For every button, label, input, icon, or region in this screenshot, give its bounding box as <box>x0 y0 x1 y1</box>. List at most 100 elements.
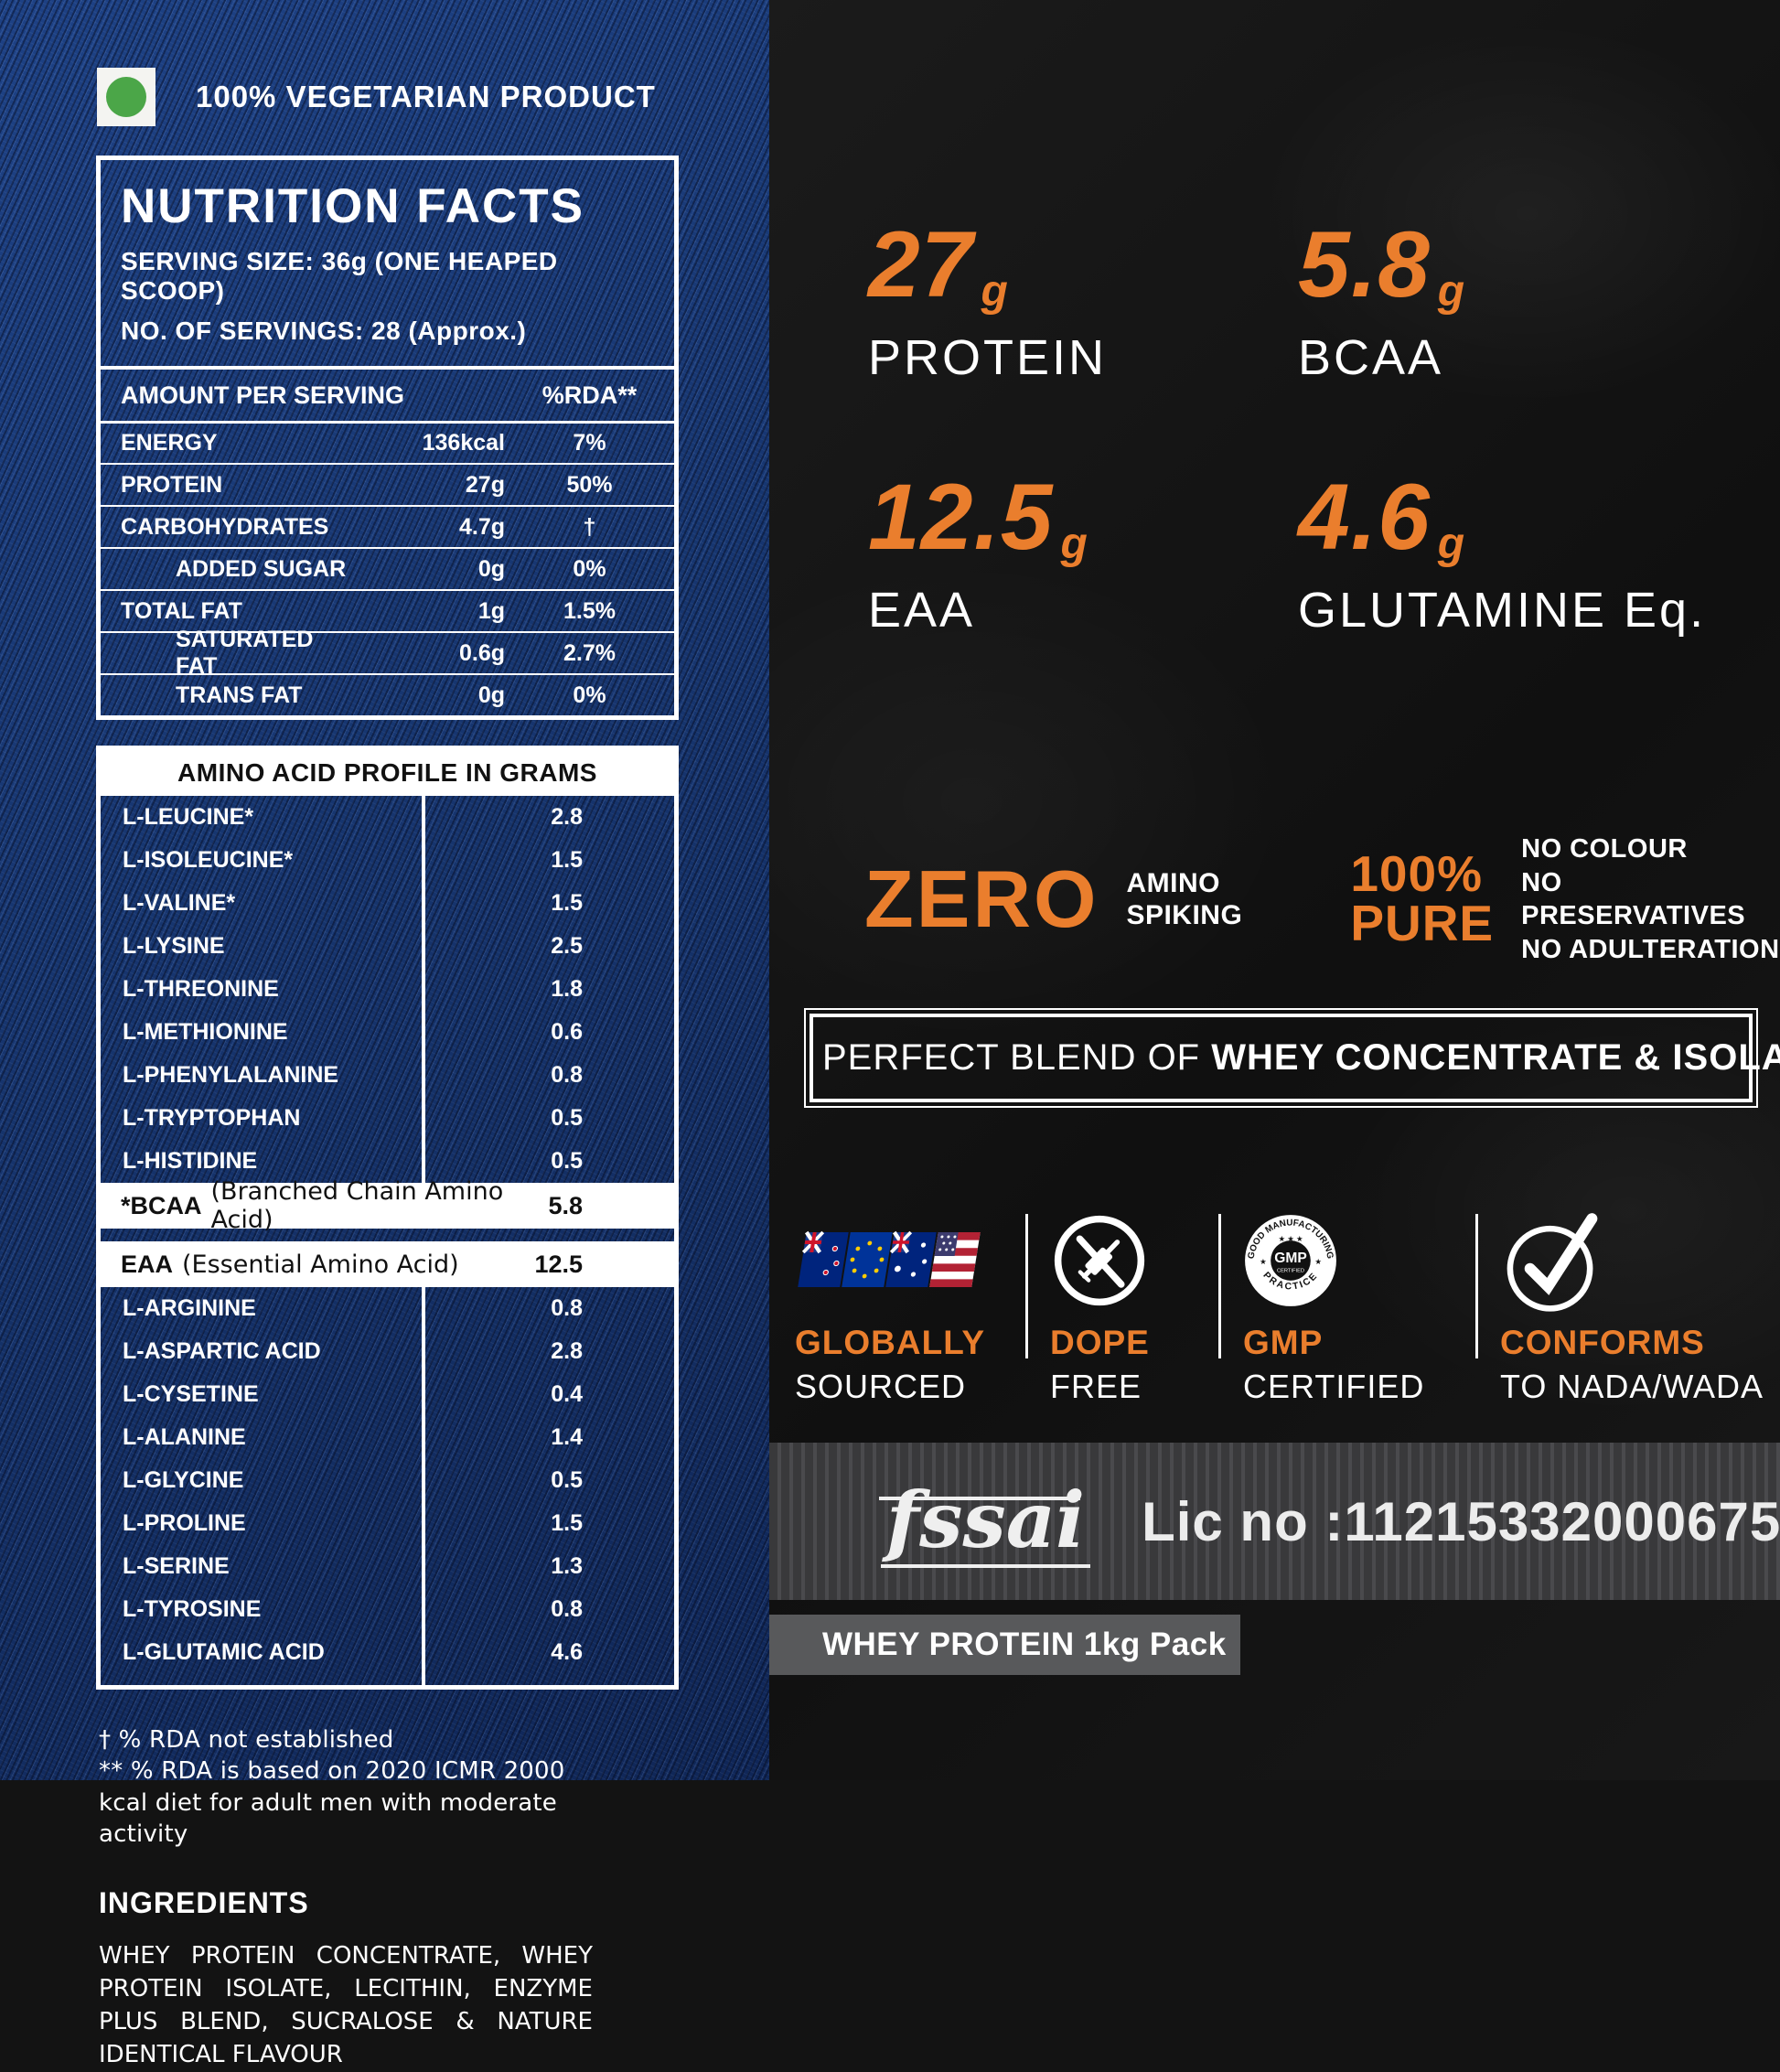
stat-unit: g <box>1060 520 1088 568</box>
stat-label: GLUTAMINE Eq. <box>1298 583 1707 638</box>
amino-value: 0.6 <box>422 1011 674 1054</box>
badge-title: GMP <box>1243 1324 1324 1362</box>
bcaa-value: 5.8 <box>548 1191 583 1219</box>
fssai-strip: fssai Lic no :11215332000675 <box>769 1443 1780 1601</box>
amino-row: L-ISOLEUCINE* 1.5 <box>101 839 674 882</box>
amino-row: L-ASPARTIC ACID 2.8 <box>101 1330 674 1373</box>
amino-name: L-GLUTAMIC ACID <box>123 1639 325 1665</box>
amino-name: L-VALINE* <box>123 890 236 916</box>
row-amount: 136kcal <box>422 430 505 456</box>
stat-value: 5.8 g <box>1298 218 1780 314</box>
stat-eaa: 12.5 g EAA <box>868 470 1298 639</box>
stats-grid: 27 g PROTEIN 5.8 g BCAA 12.5 g EAA 4.6 g GLU… <box>769 0 1780 639</box>
pure-percent: 100% <box>1350 845 1483 903</box>
row-rda: † <box>583 513 596 540</box>
zero-claim: ZERO <box>864 853 1099 945</box>
amino-name: L-THREONINE <box>123 976 279 1002</box>
pure-claim-lines: NO COLOUR NO PRESERVATIVES NO ADULTERATI… <box>1521 832 1780 966</box>
veg-green-dot <box>106 77 146 117</box>
highlights-panel: 27 g PROTEIN 5.8 g BCAA 12.5 g EAA 4.6 g GLU… <box>769 0 1780 1780</box>
amino-value: 1.3 <box>422 1545 674 1588</box>
pure-line: NO COLOUR <box>1521 834 1688 864</box>
checkmark-icon <box>1500 1210 1775 1312</box>
badge-conforms-nada-wada: CONFORMS TO NADA/WADA <box>1500 1210 1775 1406</box>
col-amount-per-serving: AMOUNT PER SERVING <box>121 381 405 409</box>
banner-normal-text: PERFECT BLEND OF <box>822 1037 1212 1079</box>
amino-value: 0.8 <box>422 1287 674 1330</box>
stat-number: 12.5 <box>868 465 1054 569</box>
pure-word: PURE <box>1350 895 1495 952</box>
stat-number: 27 <box>868 212 974 317</box>
stat-label: EAA <box>868 583 976 638</box>
amino-row: L-GLYCINE 0.5 <box>101 1459 674 1502</box>
pack-size-box: WHEY PROTEIN 1kg Pack <box>769 1615 1240 1676</box>
amino-name: L-PHENYLALANINE <box>123 1062 339 1088</box>
eaa-value: 12.5 <box>534 1250 583 1278</box>
table-row: SATURATED FAT 0.6g 2.7% <box>101 627 674 679</box>
amino-value: 2.8 <box>422 1330 674 1373</box>
amino-row: L-CYSETINE 0.4 <box>101 1373 674 1416</box>
table-row: ENERGY 136kcal 7% <box>101 421 674 463</box>
badge-title: CONFORMS <box>1500 1324 1705 1362</box>
amino-name: L-GLYCINE <box>123 1467 244 1493</box>
amino-value: 0.4 <box>422 1373 674 1416</box>
badge-subtitle: SOURCED <box>795 1368 967 1406</box>
amino-name: L-HISTIDINE <box>123 1148 258 1174</box>
row-amount: 27g <box>465 471 505 498</box>
amino-row: L-PROLINE 1.5 <box>101 1502 674 1545</box>
bcaa-label: *BCAA <box>121 1191 202 1219</box>
zero-claim-lines: AMINO SPIKING <box>1126 867 1242 932</box>
footnote-rda: ** % RDA is based on 2020 ICMR 2000 kcal… <box>99 1757 565 1848</box>
row-amount: 0g <box>477 555 505 582</box>
amino-value: 0.5 <box>422 1097 674 1140</box>
purity-claims-row: ZERO AMINO SPIKING 100% PURE NO COLOUR N… <box>864 832 1780 966</box>
amino-value: 0.8 <box>422 1054 674 1097</box>
pure-line: NO ADULTERATION <box>1521 934 1780 964</box>
table-row: CARBOHYDRATES 4.7g † <box>101 505 674 547</box>
amino-acid-box: AMINO ACID PROFILE IN GRAMS L-LEUCINE* 2.… <box>96 746 679 1690</box>
amino-box-tail <box>101 1674 674 1685</box>
row-rda: 1.5% <box>563 597 616 624</box>
stat-value: 12.5 g <box>868 470 1298 566</box>
amino-name: L-LEUCINE* <box>123 804 254 830</box>
badge-gmp-certified: GOOD MANUFACTURING PRACTICE ★ ★ ★ GMP CE… <box>1243 1210 1453 1406</box>
amino-name: L-ISOLEUCINE* <box>123 847 294 873</box>
amino-row: L-THREONINE 1.8 <box>101 968 674 1011</box>
badge-subtitle: FREE <box>1050 1368 1142 1406</box>
amino-row: L-ARGININE 0.8 <box>101 1287 674 1330</box>
amino-name: L-ARGININE <box>123 1295 256 1321</box>
nutrition-table-header: AMOUNT PER SERVING %RDA** <box>101 370 674 421</box>
badge-title: GLOBALLY <box>795 1324 986 1362</box>
pure-line: NO PRESERVATIVES <box>1521 867 1746 931</box>
amino-row: L-LEUCINE* 2.8 <box>101 796 674 839</box>
amino-value: 0.5 <box>422 1459 674 1502</box>
zero-line: AMINO <box>1126 867 1220 898</box>
certification-badges: GLOBALLY SOURCED <box>795 1210 1780 1406</box>
row-label: CARBOHYDRATES <box>121 513 329 540</box>
row-label: ENERGY <box>121 430 218 456</box>
amino-name: L-ALANINE <box>123 1424 246 1450</box>
row-amount: 4.7g <box>458 513 505 540</box>
veg-mark-icon <box>97 68 155 126</box>
pack-size-label: WHEY PROTEIN 1kg Pack <box>822 1626 1227 1663</box>
blend-banner: PERFECT BLEND OF WHEY CONCENTRATE & ISOL… <box>804 1008 1780 1109</box>
row-amount: 0g <box>477 682 505 708</box>
amino-name: L-METHIONINE <box>123 1019 288 1045</box>
amino-value: 1.8 <box>422 968 674 1011</box>
svg-text:CERTIFIED: CERTIFIED <box>1277 1269 1304 1274</box>
nutrition-label-panel: 100% VEGETARIAN PRODUCT NUTRITION FACTS … <box>0 0 769 2068</box>
amino-value: 2.5 <box>422 925 674 968</box>
row-label: TRANS FAT <box>176 682 303 708</box>
fssai-license-number: Lic no :11215332000675 <box>1142 1490 1780 1552</box>
stat-unit: g <box>981 267 1009 316</box>
no-dope-icon <box>1050 1210 1196 1311</box>
row-rda: 0% <box>573 682 606 708</box>
amino-value: 1.5 <box>422 882 674 925</box>
amino-name: L-TYROSINE <box>123 1596 262 1622</box>
row-amount: 1g <box>477 597 505 624</box>
nutrition-facts-title: NUTRITION FACTS <box>121 179 584 233</box>
banner-bold-text: WHEY CONCENTRATE & ISOLATE <box>1211 1037 1780 1079</box>
fssai-logo: fssai <box>878 1473 1091 1570</box>
stat-unit: g <box>1437 267 1466 316</box>
stat-label: PROTEIN <box>868 330 1108 385</box>
